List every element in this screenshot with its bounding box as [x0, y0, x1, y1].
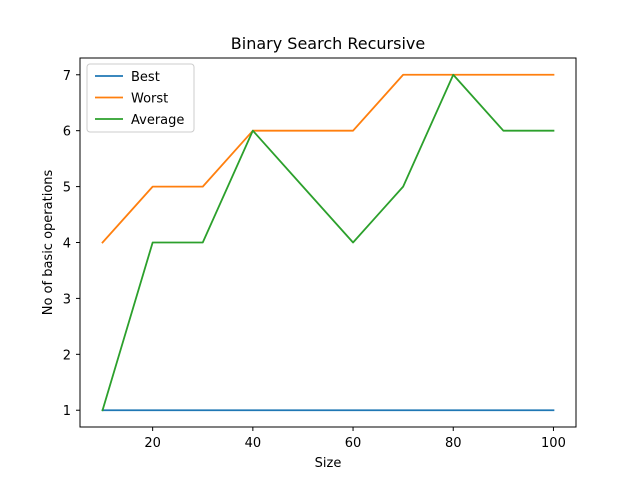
x-tick-label: 60	[345, 436, 362, 451]
y-tick-label: 4	[63, 237, 71, 252]
y-tick-label: 6	[63, 125, 71, 140]
x-tick-label: 100	[541, 436, 566, 451]
y-tick-label: 3	[63, 292, 71, 307]
y-axis-label: No of basic operations	[41, 170, 56, 316]
legend: Best Worst Average	[87, 64, 194, 132]
y-tick-label: 2	[63, 348, 71, 363]
x-tick-label: 80	[445, 436, 462, 451]
x-tick-label: 20	[144, 436, 161, 451]
legend-label-best: Best	[131, 70, 160, 85]
x-axis-label: Size	[315, 456, 342, 471]
y-tick-label: 1	[63, 404, 71, 419]
y-tick-label: 5	[63, 181, 71, 196]
legend-label-worst: Worst	[131, 92, 168, 107]
x-tick-label: 40	[245, 436, 262, 451]
y-tick-label: 7	[63, 69, 71, 84]
chart-title: Binary Search Recursive	[231, 34, 425, 53]
legend-label-average: Average	[131, 113, 184, 128]
